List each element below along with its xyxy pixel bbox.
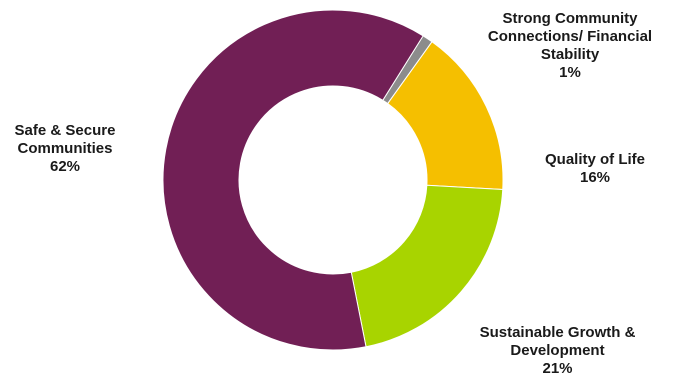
label-strong-community-line-1: Strong Community (502, 10, 638, 27)
label-safe-secure-percent: 62% (49, 158, 81, 175)
label-safe-secure: Safe & Secure Communities 62% (0, 122, 130, 176)
donut-slices (162, 9, 504, 351)
label-sustainable-growth-line-1: Sustainable Growth & (479, 324, 636, 341)
slice-safe-secure (162, 9, 424, 351)
label-safe-secure-line-2: Communities (17, 140, 113, 157)
label-quality-of-life-percent: 16% (579, 169, 611, 186)
label-strong-community-line-3: Stability (540, 46, 600, 63)
label-sustainable-growth: Sustainable Growth & Development 21% (455, 324, 660, 378)
label-strong-community-percent: 1% (559, 64, 581, 81)
slice-sustainable-growth (350, 184, 504, 348)
label-strong-community: Strong Community Connections/ Financial … (470, 10, 670, 82)
label-safe-secure-line-1: Safe & Secure (14, 122, 116, 139)
label-sustainable-growth-line-2: Development (510, 342, 605, 359)
label-quality-of-life-line-1: Quality of Life (544, 151, 645, 168)
label-sustainable-growth-percent: 21% (542, 360, 573, 377)
label-quality-of-life: Quality of Life 16% (520, 151, 670, 187)
label-strong-community-line-2: Connections/ Financial (487, 28, 653, 45)
